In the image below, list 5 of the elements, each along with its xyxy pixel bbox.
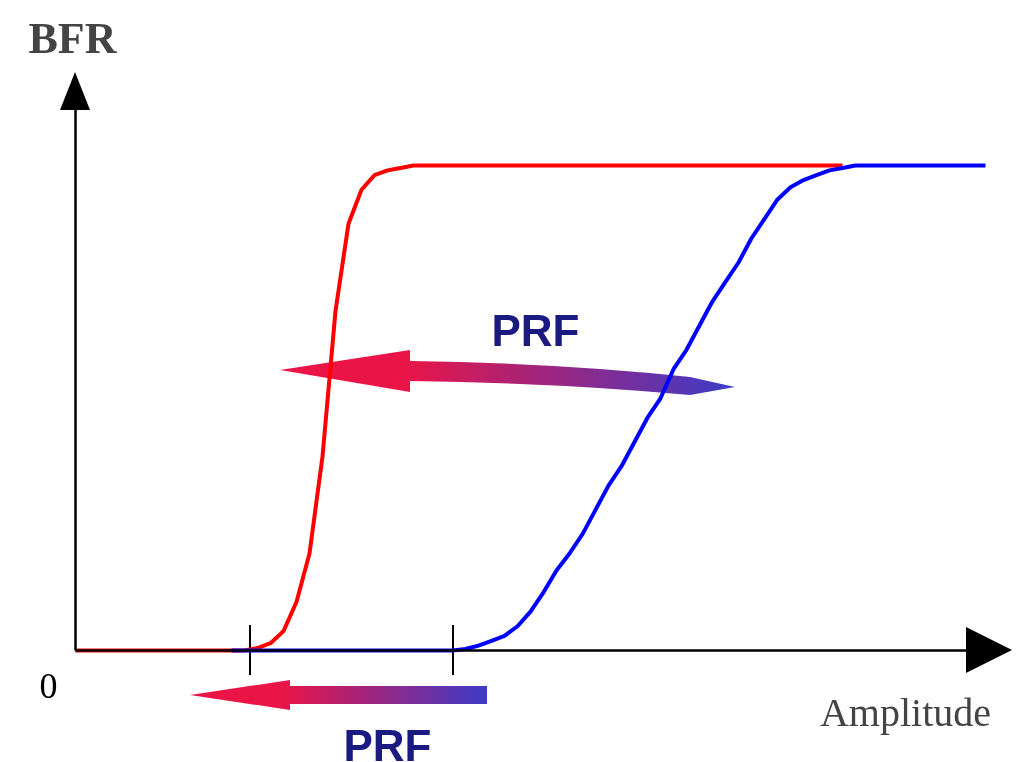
annotation: PRF	[491, 306, 580, 355]
text: 0	[39, 665, 58, 706]
text: PRF	[343, 721, 432, 762]
x-axis-title: Amplitude	[819, 690, 992, 735]
y-axis-title: BFR	[28, 14, 118, 63]
